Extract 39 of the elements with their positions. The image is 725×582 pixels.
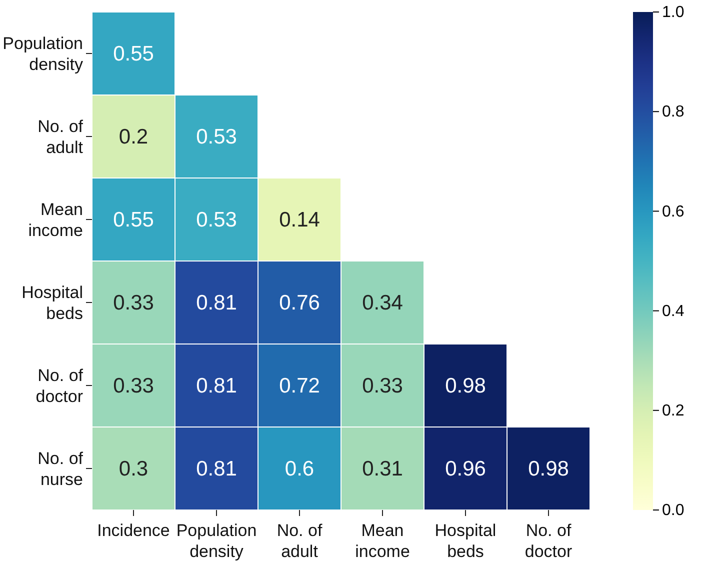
data-label: 0.33 xyxy=(113,374,154,398)
x-tick-label: Incidence xyxy=(97,521,170,540)
data-label: 0.98 xyxy=(445,374,486,398)
y-tick-label: No. of nurse xyxy=(38,449,84,489)
data-label: 0.55 xyxy=(113,42,154,66)
y-tick-label: Hospital beds xyxy=(22,283,83,323)
data-label: 0.81 xyxy=(196,292,237,314)
color-bar-label: 1.0 xyxy=(662,4,684,22)
x-tick-label: Hospital beds xyxy=(434,521,496,561)
y-tick-label: Mean income xyxy=(28,200,83,240)
x-tick-label: Population density xyxy=(176,521,257,561)
data-label: 0.98 xyxy=(528,458,569,480)
color-bar-label: 0.4 xyxy=(662,302,684,320)
x-tick-label: No. of adult xyxy=(276,521,322,561)
data-label: 0.53 xyxy=(196,126,237,148)
data-label: 0.81 xyxy=(196,458,237,480)
data-label: 0.33 xyxy=(113,292,154,314)
data-label: 0.81 xyxy=(196,374,237,398)
data-label: 0.55 xyxy=(113,208,154,232)
y-tick-label: Population density xyxy=(2,34,84,74)
y-tick-label: No. of doctor xyxy=(36,366,84,406)
data-label: 0.2 xyxy=(118,126,148,148)
data-label: 0.33 xyxy=(362,374,403,398)
color-bar-label: 0.8 xyxy=(662,104,684,121)
color-bar-label: 0.2 xyxy=(662,402,684,420)
data-label: 0.31 xyxy=(362,458,403,480)
data-label: 0.72 xyxy=(279,374,320,398)
color-bar-label: 0.0 xyxy=(662,502,684,520)
x-tick-label: Mean income xyxy=(355,521,410,561)
data-label: 0.76 xyxy=(279,292,320,314)
data-label: 0.96 xyxy=(445,458,486,480)
color-bar-label: 0.6 xyxy=(662,203,684,220)
data-label: 0.14 xyxy=(279,208,320,232)
data-label: 0.6 xyxy=(284,458,314,480)
x-tick-label: No. of doctor xyxy=(524,521,572,561)
data-label: 0.53 xyxy=(196,208,237,232)
y-tick-label: No. of adult xyxy=(38,117,84,157)
data-label: 0.34 xyxy=(362,292,404,314)
data-label: 0.3 xyxy=(118,458,148,480)
